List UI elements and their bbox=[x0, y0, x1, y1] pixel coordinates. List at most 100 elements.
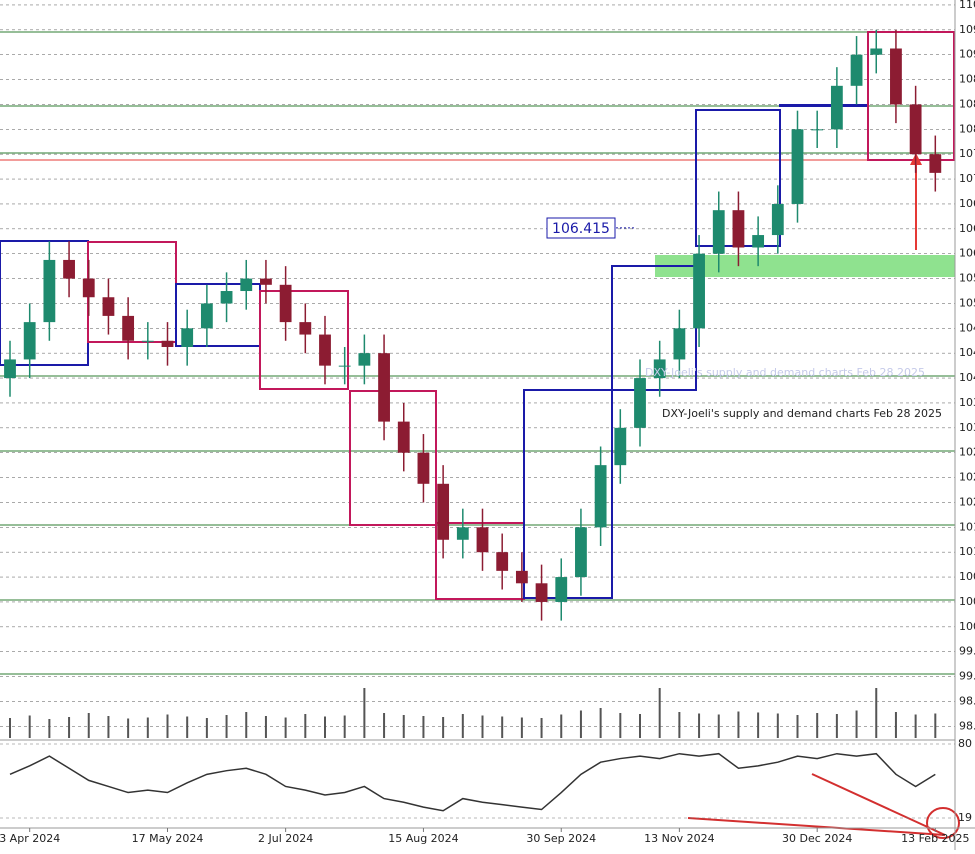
volume-bar bbox=[855, 710, 858, 738]
volume-bar bbox=[619, 713, 622, 738]
annotations bbox=[0, 31, 960, 839]
volume-bar bbox=[324, 716, 326, 738]
rsi-tick-label: 19 bbox=[958, 811, 972, 824]
price-label-box bbox=[546, 217, 616, 239]
candle-body bbox=[673, 328, 686, 360]
candle-body bbox=[890, 48, 902, 105]
y-tick-label: 105.2 bbox=[959, 296, 975, 309]
y-tick-label: 106.8 bbox=[959, 197, 975, 210]
candle-body bbox=[161, 340, 174, 347]
volume-bar bbox=[166, 714, 169, 738]
volume-bar bbox=[146, 717, 149, 738]
y-tick-label: 109.2 bbox=[959, 48, 975, 61]
volume-bar bbox=[48, 719, 51, 738]
candle-body bbox=[23, 322, 36, 360]
y-tick-label: 104 bbox=[959, 371, 975, 384]
volume-bar bbox=[757, 712, 760, 738]
y-tick-label: 102 bbox=[959, 495, 975, 508]
y-tick-label: 104.4 bbox=[959, 346, 975, 359]
box bbox=[349, 390, 437, 526]
candle-body bbox=[220, 291, 233, 304]
box bbox=[523, 389, 613, 599]
volume-bar bbox=[28, 715, 31, 738]
candle-body bbox=[555, 577, 568, 602]
volume-bar bbox=[225, 715, 228, 738]
candle-body bbox=[200, 303, 213, 329]
candle-body bbox=[456, 527, 469, 540]
x-tick-label: 13 Feb 2025 bbox=[901, 832, 969, 845]
candle-body bbox=[141, 340, 154, 342]
candle-body bbox=[653, 359, 666, 379]
x-tick-label: 30 Sep 2024 bbox=[526, 832, 596, 845]
chart-title: DXY-Joeli's supply and demand charts Feb… bbox=[662, 407, 942, 420]
candle-body bbox=[319, 334, 331, 366]
candle-body bbox=[535, 583, 548, 602]
x-tick-label: 3 Apr 2024 bbox=[0, 832, 60, 845]
candle-body bbox=[752, 235, 765, 248]
volume-bar bbox=[520, 717, 523, 738]
y-tick-label: 102.4 bbox=[959, 471, 975, 484]
volume-bar bbox=[87, 713, 90, 738]
y-tick-label: 104.8 bbox=[959, 321, 975, 334]
candle-body bbox=[437, 483, 450, 540]
y-tick-label: 108 bbox=[959, 122, 975, 135]
volume-bar bbox=[383, 713, 386, 738]
volume-bar bbox=[737, 711, 740, 738]
volume-bar bbox=[461, 714, 464, 738]
volume-bar bbox=[68, 717, 71, 738]
candle-body bbox=[575, 527, 587, 578]
candle-body bbox=[614, 427, 627, 466]
candle-body bbox=[338, 365, 351, 367]
y-tick-label: 107.6 bbox=[959, 147, 975, 160]
y-tick-label: 108.4 bbox=[959, 97, 975, 110]
candle-body bbox=[870, 48, 883, 55]
volume-bar bbox=[501, 716, 504, 738]
candle-body bbox=[181, 328, 194, 347]
y-tick-label: 109.6 bbox=[959, 23, 975, 36]
volume-bar bbox=[205, 718, 208, 738]
volume-bar bbox=[304, 714, 307, 738]
volume-bar bbox=[422, 716, 425, 738]
volume-bar bbox=[776, 713, 779, 738]
y-tick-label: 100.4 bbox=[959, 595, 975, 608]
demand-zone bbox=[655, 255, 955, 277]
y-tick-label: 105.6 bbox=[959, 272, 975, 285]
circle-mark bbox=[926, 807, 960, 839]
y-tick-label: 103.6 bbox=[959, 396, 975, 409]
volume-bar bbox=[560, 714, 563, 738]
candle-body bbox=[279, 284, 292, 323]
volume-bar bbox=[894, 712, 897, 738]
volume-bar bbox=[816, 713, 819, 738]
x-tick-label: 15 Aug 2024 bbox=[388, 832, 458, 845]
candle-body bbox=[63, 259, 75, 279]
volume bbox=[9, 688, 937, 738]
x-axis: 3 Apr 2024 17 May 2024 2 Jul 2024 15 Aug 20… bbox=[0, 828, 970, 845]
y-tick-label: 110 bbox=[959, 0, 975, 11]
volume-bar bbox=[481, 715, 484, 738]
y-tick-label: 101.2 bbox=[959, 545, 975, 558]
box bbox=[779, 104, 869, 107]
candle-body bbox=[712, 210, 725, 254]
candle-body bbox=[771, 203, 784, 236]
volume-bar bbox=[796, 715, 799, 738]
y-tick-label: 100 bbox=[959, 620, 975, 633]
y-tick-label: 106.4 bbox=[959, 222, 975, 235]
volume-bar bbox=[599, 708, 602, 738]
volume-bar bbox=[914, 714, 917, 738]
box bbox=[259, 290, 349, 390]
y-tick-label: 101.6 bbox=[959, 520, 975, 533]
volume-bar bbox=[264, 716, 267, 738]
y-tick-label: 100.8 bbox=[959, 570, 975, 583]
candles bbox=[4, 29, 942, 621]
candle-body bbox=[102, 297, 115, 316]
candle-body bbox=[122, 315, 135, 341]
candle-body bbox=[43, 259, 56, 323]
y-tick-label: 103.2 bbox=[959, 421, 975, 434]
volume-bar bbox=[875, 688, 878, 738]
volume-bar bbox=[540, 718, 543, 738]
volume-bar bbox=[658, 688, 661, 738]
volume-bar bbox=[245, 712, 248, 738]
y-tick-label: 102.8 bbox=[959, 446, 975, 459]
candle-body bbox=[260, 278, 272, 285]
candle-body bbox=[476, 527, 489, 553]
